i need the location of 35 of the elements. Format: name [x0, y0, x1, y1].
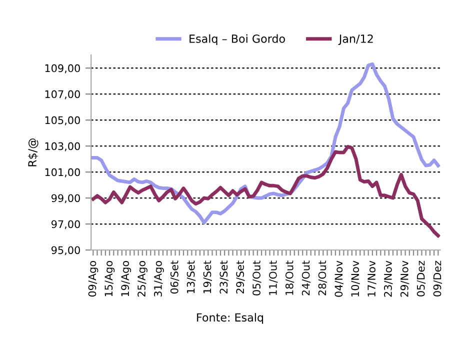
x-tick-label: 05/Dez [416, 260, 426, 296]
x-tick-label: 09/Ago [88, 260, 98, 297]
x-tick-label: 23/Set [220, 260, 228, 294]
x-tick-label: 06/Set [170, 260, 180, 294]
x-tick-label: 09/Dez [433, 260, 442, 296]
x-tick-label: 28/Out [318, 260, 327, 296]
x-tick-label: 11/Out [269, 260, 278, 295]
line-series [91, 144, 440, 238]
x-tick-label: 25/Ago [138, 260, 148, 297]
x-tick-label: 23/Nov [384, 260, 393, 297]
x-tick-label: 13/Set [186, 260, 196, 294]
y-tick-label: 107,00 [45, 90, 80, 100]
x-tick-label: 10/Nov [351, 260, 360, 296]
y-tick-label: 99,00 [52, 194, 80, 204]
x-tick-label: 17/Nov [368, 260, 376, 296]
x-tick-label: 29/Set [236, 260, 245, 294]
x-tick-label: 31/Ago [154, 260, 164, 296]
x-tick-label: 18/Out [285, 260, 294, 295]
x-tick-label: 19/Set [203, 260, 212, 294]
y-tick-label: 95,00 [52, 246, 80, 256]
y-tick-label: 103,00 [45, 142, 80, 152]
x-tick-label: 05/Out [252, 260, 262, 296]
x-tick-label: 24/Out [302, 260, 311, 296]
y-tick-label: 105,00 [45, 116, 80, 126]
x-tick-label: 15/Ago [104, 260, 115, 296]
x-tick-label: 29/Nov [400, 260, 410, 297]
legend-label: Jan/12 [338, 34, 373, 45]
y-tick-label: 109,00 [45, 64, 80, 74]
x-tick-label: 19/Ago [121, 260, 132, 296]
y-tick-label: 101,00 [45, 168, 80, 178]
y-axis-title: R$/@ [28, 138, 38, 166]
y-tick-label: 97,00 [52, 220, 80, 230]
x-tick-label: 04/Nov [334, 260, 344, 297]
source-note: Fonte: Esalq [197, 313, 264, 324]
legend-label: Esalq – Boi Gordo [190, 34, 285, 46]
